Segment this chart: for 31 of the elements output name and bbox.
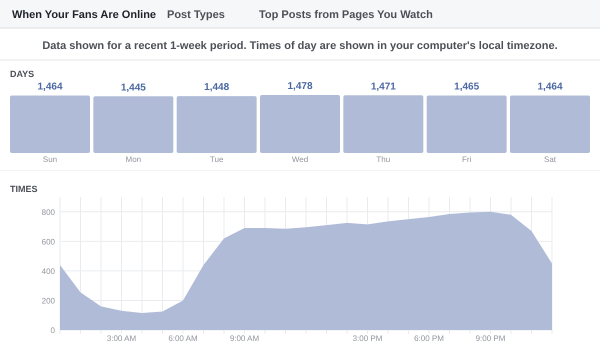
x-tick-label: Mon xyxy=(126,155,142,164)
x-tick-label: Thu xyxy=(376,155,390,164)
y-tick-label: 800 xyxy=(42,208,56,217)
y-tick-label: 0 xyxy=(50,326,56,335)
x-tick-label: 9:00 PM xyxy=(476,334,506,343)
x-tick-label: Wed xyxy=(292,155,308,164)
chart-title: DAYS xyxy=(10,69,34,79)
text: When Your Fans Are Online xyxy=(12,9,156,21)
data-label: 1,448 xyxy=(204,82,230,94)
x-tick-label: Tue xyxy=(210,155,224,164)
data-label: 1,471 xyxy=(370,81,396,92)
text: Top Posts from Pages You Watch xyxy=(259,9,434,21)
text: Data shown for a recent 1-week period. Times of day are shown in your computer's local timezone. xyxy=(42,40,558,52)
data-label: 1,465 xyxy=(454,82,480,93)
x-tick-label: Sat xyxy=(544,155,557,164)
y-tick-label: 400 xyxy=(42,266,56,276)
data-label: 1,445 xyxy=(120,82,146,94)
x-tick-label: 6:00 PM xyxy=(414,334,444,343)
x-tick-label: 3:00 AM xyxy=(106,334,137,343)
x-tick-label: 6:00 AM xyxy=(168,334,198,343)
y-tick-label: 200 xyxy=(42,296,56,306)
data-label: 1,478 xyxy=(287,81,313,92)
x-tick-label: Sun xyxy=(42,155,58,164)
text: Post Types xyxy=(167,9,225,21)
x-tick-label: 9:00 AM xyxy=(230,334,260,343)
y-tick-label: 600 xyxy=(42,237,56,246)
x-tick-label: Fri xyxy=(462,155,472,164)
chart-title: TIMES xyxy=(10,184,38,194)
data-label: 1,464 xyxy=(37,82,63,93)
data-label: 1,464 xyxy=(537,82,563,93)
x-tick-label: 3:00 PM xyxy=(352,334,383,343)
